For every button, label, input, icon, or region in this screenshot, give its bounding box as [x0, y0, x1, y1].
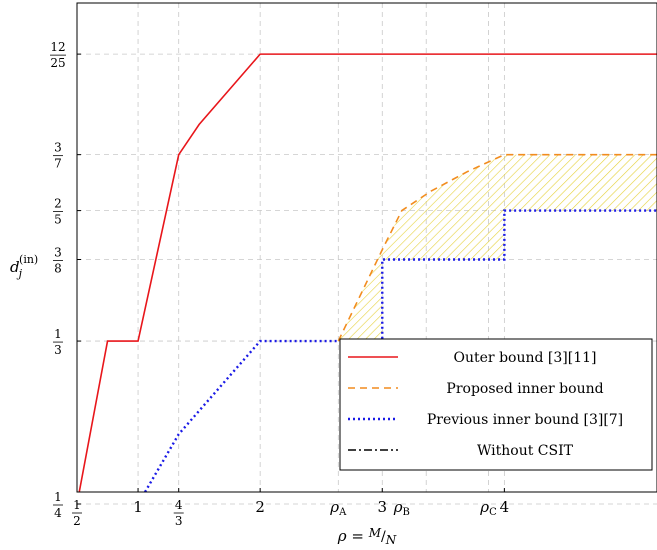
- x-tick-label-den: 2: [73, 514, 81, 528]
- x-tick-label: 2: [255, 498, 265, 516]
- x-tick-label-num: 4: [175, 498, 183, 512]
- y-tick-label-den: 3: [54, 343, 62, 357]
- legend-label-2: Previous inner bound [3][7]: [427, 412, 623, 428]
- y-tick-label-num: 3: [54, 246, 62, 260]
- y-tick-label-den: 5: [54, 213, 62, 227]
- y-tick-label-den: 8: [54, 262, 62, 276]
- x-rho-label: ρB: [393, 498, 410, 518]
- y-tick-label-den: 4: [54, 506, 62, 520]
- series-line-1: [337, 153, 657, 342]
- hatched-area: [338, 154, 657, 342]
- y-axis-label: dj(in): [10, 253, 38, 280]
- x-tick-label-den: 3: [175, 514, 183, 528]
- x-tick-label: 1: [133, 498, 143, 516]
- y-tick-label-den: 25: [50, 56, 65, 70]
- x-rho-label: ρA: [329, 498, 347, 518]
- hatched-region: [338, 154, 657, 342]
- y-tick-label-num: 12: [50, 40, 65, 54]
- series-layer: [78, 53, 657, 492]
- axis-labels: ρ = M/N dj(in): [10, 253, 397, 547]
- legend-label-0: Outer bound [3][11]: [454, 350, 597, 366]
- x-axis: 1 2 1 4 3 2 3 4 ρA ρB ρC: [72, 488, 509, 528]
- series-line-0: [78, 53, 657, 492]
- plot-frame: [76, 2, 657, 493]
- legend: Outer bound [3][11] Proposed inner bound P…: [339, 338, 653, 471]
- y-tick-label-num: 1: [54, 327, 62, 341]
- x-tick-label-num: 1: [73, 498, 81, 512]
- x-axis-label: ρ = M/N: [337, 526, 397, 547]
- y-tick-label-den: 7: [54, 157, 62, 171]
- x-tick-label: 3: [377, 498, 387, 516]
- y-tick-label-num: 2: [54, 197, 62, 211]
- x-rho-label: ρC: [479, 498, 497, 518]
- y-tick-label-num: 3: [54, 141, 62, 155]
- legend-label-3: Without CSIT: [477, 443, 574, 459]
- legend-label-1: Proposed inner bound: [446, 381, 603, 397]
- x-tick-label: 4: [500, 498, 510, 516]
- legend-box: [339, 338, 653, 471]
- y-tick-label-num: 1: [54, 490, 62, 504]
